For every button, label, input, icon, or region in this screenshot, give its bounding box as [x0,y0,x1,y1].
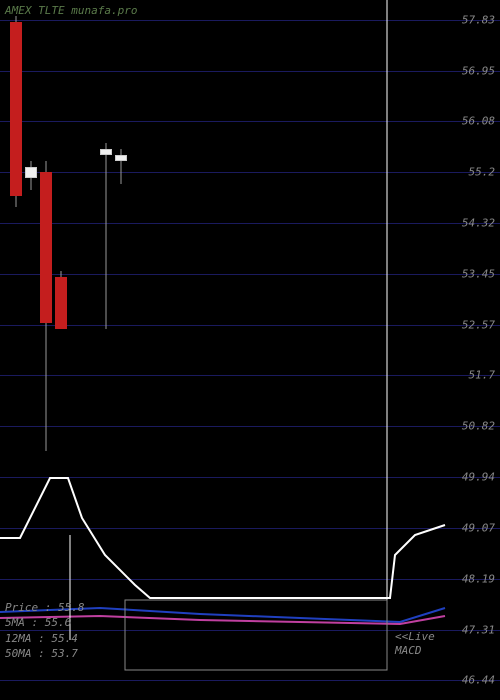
grid-line [0,325,500,326]
grid-line [0,680,500,681]
grid-line [0,274,500,275]
chart-header: AMEX TLTE munafa.pro [5,4,137,17]
macd-live-label: <<Live [395,630,435,643]
candle-body [55,277,67,329]
grid-line [0,477,500,478]
info-line: 5MA : 55.6 [5,615,84,630]
grid-line [0,121,500,122]
y-axis-label: 54.32 [462,217,495,230]
y-axis-label: 55.2 [469,166,496,179]
y-axis-label: 51.7 [469,369,496,382]
y-axis-label: 57.83 [462,14,495,27]
grid-line [0,579,500,580]
info-box: Price : 55.85MA : 55.612MA : 55.450MA : … [5,600,84,662]
info-line: 50MA : 53.7 [5,646,84,661]
candle-wick [106,143,107,328]
candle-body [25,167,37,179]
y-axis-label: 53.45 [462,267,495,280]
grid-line [0,71,500,72]
chart-container: AMEX TLTE munafa.pro 57.83 56.95 56.08 55.2… [0,0,500,700]
y-axis-label: 56.08 [462,115,495,128]
candle-body [115,155,127,161]
y-axis-label: 50.82 [462,420,495,433]
grid-line [0,20,500,21]
info-line: 12MA : 55.4 [5,631,84,646]
grid-line [0,426,500,427]
y-axis-label: 46.44 [462,674,495,687]
macd-label: MACD [395,644,422,657]
candle-body [100,149,112,155]
grid-line [0,172,500,173]
grid-line [0,375,500,376]
line-overlay [0,0,500,700]
candle-body [10,22,22,196]
info-line: Price : 55.8 [5,600,84,615]
y-axis-label: 47.31 [462,623,495,636]
candle-body [40,172,52,323]
y-axis-label: 56.95 [462,64,495,77]
grid-line [0,223,500,224]
y-axis-label: 48.19 [462,572,495,585]
y-axis-label: 52.57 [462,318,495,331]
y-axis-label: 49.94 [462,471,495,484]
y-axis-label: 49.07 [462,521,495,534]
grid-line [0,528,500,529]
